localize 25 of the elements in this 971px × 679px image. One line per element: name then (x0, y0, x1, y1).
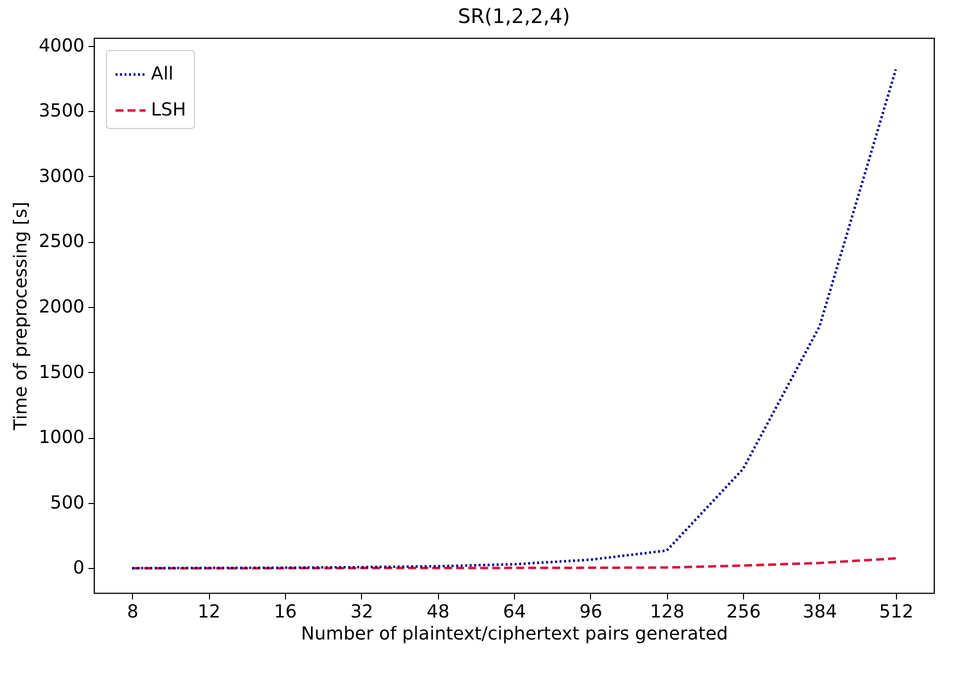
y-tick-label: 500 (50, 492, 84, 514)
legend-label: LSH (151, 100, 186, 120)
y-axis-title: Time of preprocessing [s] (10, 202, 32, 432)
x-tick-label: 48 (426, 602, 450, 622)
y-tick-label: 1500 (38, 362, 84, 383)
x-tick-label: 16 (274, 602, 297, 622)
y-tick-label: 3500 (38, 100, 84, 122)
x-tick-label: 96 (579, 602, 602, 622)
y-tick-label: 0 (73, 558, 84, 579)
y-tick-label: 1000 (38, 427, 84, 448)
x-tick-label: 8 (126, 602, 138, 622)
x-tick-label: 128 (650, 602, 684, 622)
x-tick-label: 256 (726, 602, 761, 622)
x-tick-label: 384 (802, 602, 838, 622)
y-tick-label: 4000 (38, 35, 84, 56)
x-tick-label: 64 (503, 602, 526, 622)
legend-label: All (151, 64, 174, 84)
y-tick-label: 2500 (38, 231, 84, 252)
y-tick-label: 2000 (38, 296, 84, 318)
x-tick-label: 32 (350, 602, 374, 622)
chart-title: SR(1,2,2,4) (458, 4, 570, 28)
x-tick-label: 12 (198, 602, 220, 622)
x-axis-title: Number of plaintext/ciphertext pairs generated (301, 624, 728, 644)
y-tick-label: 3000 (38, 166, 84, 187)
x-tick-label: 512 (879, 602, 914, 622)
